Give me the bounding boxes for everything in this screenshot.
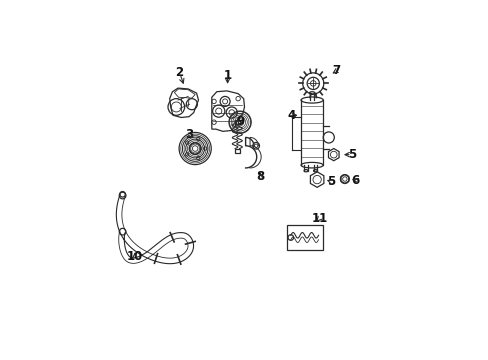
Text: 8: 8: [256, 170, 264, 183]
Text: 3: 3: [185, 128, 193, 141]
Text: 5: 5: [327, 175, 335, 188]
Text: 11: 11: [310, 212, 327, 225]
Text: 6: 6: [350, 174, 359, 186]
Bar: [234, 149, 240, 153]
Bar: [234, 120, 240, 123]
Text: 7: 7: [332, 64, 340, 77]
Text: 10: 10: [126, 250, 142, 263]
Text: 5: 5: [347, 148, 355, 161]
Text: 9: 9: [236, 115, 244, 128]
Text: 1: 1: [223, 69, 231, 82]
Text: 2: 2: [175, 66, 183, 79]
Bar: [286, 225, 322, 250]
Text: 4: 4: [287, 109, 295, 122]
